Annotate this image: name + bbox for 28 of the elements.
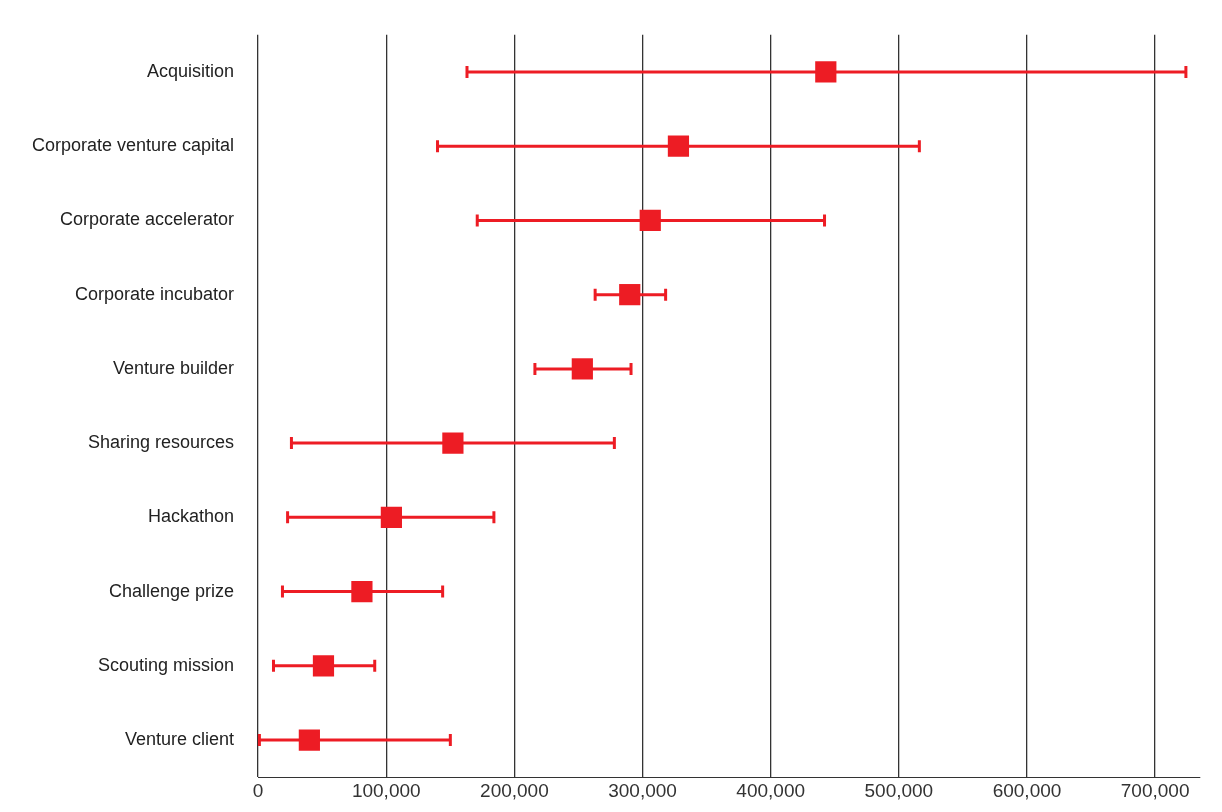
x-tick-label: 600,000 — [992, 779, 1062, 801]
x-tick-label: 500,000 — [864, 779, 934, 801]
point — [815, 61, 837, 83]
y-tick-label: Corporate accelerator — [60, 209, 235, 230]
y-tick-label: Acquisition — [147, 60, 235, 81]
y-tick-label: Corporate incubator — [75, 283, 235, 304]
x-tick-label: 200,000 — [480, 779, 549, 801]
x-tick-label: 100,000 — [351, 779, 421, 801]
x-tick-label: 400,000 — [736, 779, 806, 801]
point — [442, 432, 464, 454]
x-tick-label: 0 — [252, 779, 264, 801]
point — [380, 506, 402, 528]
x-tick-label: 300,000 — [608, 779, 677, 801]
y-tick-label: Scouting mission — [98, 654, 235, 675]
y-tick-label: Corporate venture capital — [31, 135, 235, 156]
point — [619, 284, 641, 306]
y-tick-label: Challenge prize — [109, 580, 235, 601]
point — [298, 729, 320, 751]
point — [639, 209, 661, 232]
point — [571, 358, 593, 380]
y-tick-label: Sharing resources — [88, 432, 235, 453]
point — [667, 135, 690, 157]
point — [351, 580, 373, 603]
y-tick-label: Hackathon — [148, 506, 235, 527]
x-tick-label: 700,000 — [1120, 779, 1190, 801]
point — [312, 655, 335, 677]
y-tick-label: Venture client — [125, 729, 235, 750]
y-tick-label: Venture builder — [113, 357, 235, 378]
